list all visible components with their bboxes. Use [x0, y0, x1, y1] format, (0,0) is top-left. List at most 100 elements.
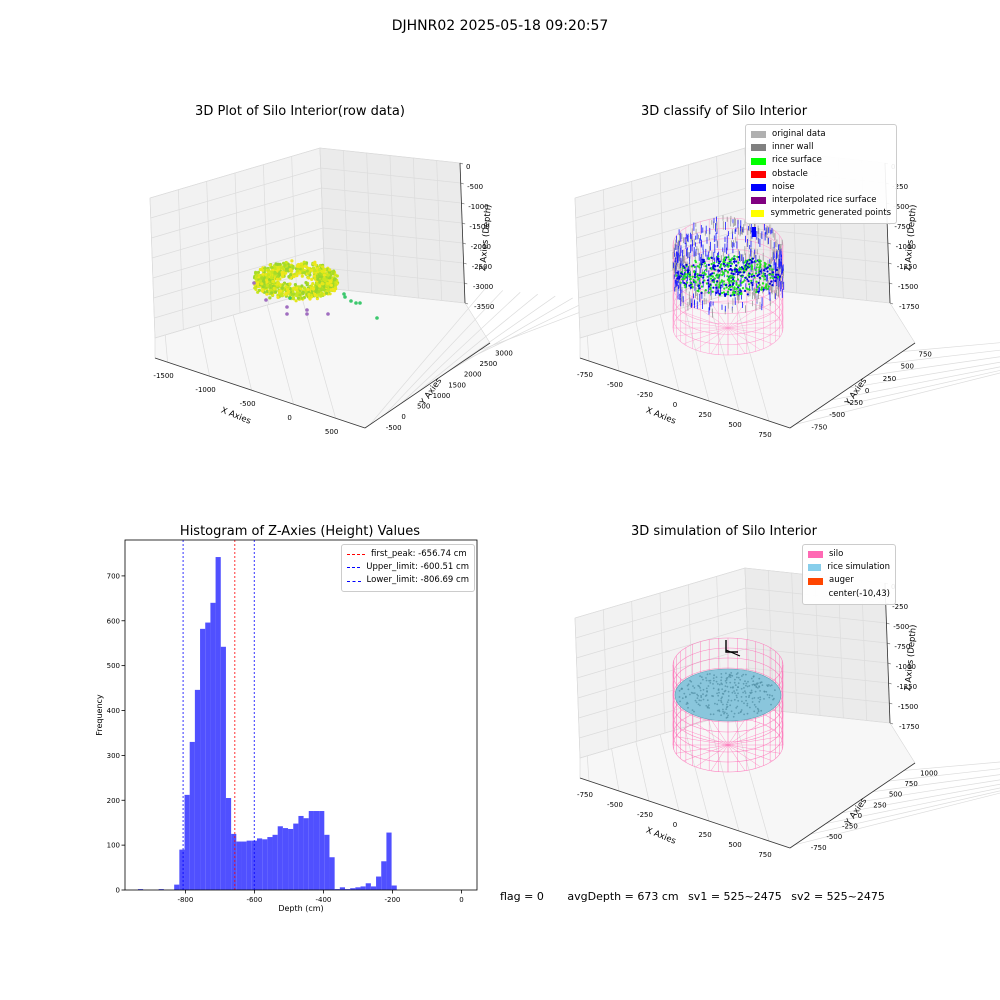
- panel2-surface-point: [703, 262, 707, 265]
- panel4-rice-mesh-point: [735, 707, 738, 709]
- panel4-rice-mesh-point: [718, 683, 721, 686]
- panel2-surface-point: [712, 286, 715, 289]
- panel2-z-tick-label: -1000: [896, 243, 916, 251]
- panel2-wall-point: [773, 252, 775, 260]
- panel2-wall-point: [768, 287, 770, 295]
- panel2-x-tick-label: 0: [673, 401, 677, 409]
- panel2-wall-point: [721, 267, 723, 273]
- panel2-wall-point: [705, 225, 707, 234]
- histogram-legend-entry: Lower_limit: -806.69 cm: [347, 574, 469, 587]
- panel2-surface-point: [765, 283, 768, 286]
- panel2-wall-point: [675, 244, 677, 251]
- panel2-wall-point: [777, 279, 779, 287]
- panel4-rice-mesh-point: [757, 687, 759, 689]
- panel2-surface-point: [709, 283, 712, 286]
- panel4-legend: silo rice simulation auger center(-10,43): [802, 544, 896, 605]
- panel2-wall-point: [752, 291, 753, 300]
- panel2-wall-point: [754, 287, 755, 292]
- histogram-legend-line: [347, 554, 365, 556]
- panel2-wall-point: [739, 251, 740, 257]
- panel4-silo-base-spoke: [675, 736, 781, 754]
- panel2-wall-point: [674, 262, 676, 267]
- histogram-bar: [158, 889, 164, 890]
- panel2-wall-point: [687, 249, 688, 259]
- panel2-wall-point: [771, 285, 772, 293]
- panel2-wall-point: [708, 231, 710, 240]
- panel1-y-tick-label: 1500: [448, 381, 466, 389]
- panel4-rice-mesh-point: [722, 710, 724, 713]
- panel4-grid-line: [577, 627, 888, 679]
- panel2-wall-point: [695, 265, 697, 273]
- panel2-surface-point: [768, 273, 771, 276]
- panel2-wall-point: [742, 253, 744, 263]
- panel1-grid-line: [234, 172, 241, 314]
- panel1-grid-line: [152, 207, 463, 259]
- panel2-surface-point: [717, 260, 721, 263]
- panel2-z-tick-label: -750: [894, 223, 910, 231]
- panel2-wall-point: [748, 226, 749, 231]
- panel2-wall-point: [780, 272, 782, 279]
- panel4-rice-mesh-point: [713, 674, 715, 677]
- panel2-legend-entry: noise: [751, 181, 891, 194]
- panel2-surface-point: [727, 293, 730, 296]
- panel2-wall-point: [708, 270, 710, 279]
- panel2-wall-point: [771, 266, 772, 276]
- histogram-legend-entry: Upper_limit: -600.51 cm: [347, 561, 469, 574]
- panel1-grid-line: [198, 324, 210, 377]
- panel4-grid-line: [810, 790, 1000, 835]
- panel4-rice-mesh-point: [699, 689, 702, 692]
- panel2-wall-point: [732, 286, 733, 292]
- panel4-rice-mesh-point: [698, 685, 701, 688]
- panel2-surface-point: [722, 280, 726, 283]
- panel4-rice-mesh-point: [696, 697, 699, 699]
- panel4-rice-mesh-point: [747, 680, 749, 683]
- panel4-rice-mesh-point: [722, 703, 724, 706]
- panel2-surface-point: [727, 256, 730, 259]
- panel2-y-axis-line: [789, 342, 916, 429]
- panel4-rice-mesh-point: [709, 673, 711, 675]
- panel1-z-tick-label: 0: [466, 163, 470, 171]
- panel2-surface-point: [755, 280, 758, 283]
- panel2-legend-swatch: [751, 157, 766, 165]
- panel2-wall-point: [691, 234, 693, 239]
- panel2-wall-point: [779, 258, 781, 267]
- panel2-wall-point: [779, 261, 781, 269]
- panel1-points: [252, 259, 379, 320]
- panel1-z-tick: [463, 262, 467, 265]
- panel2-wall-point: [779, 244, 781, 251]
- panel2-wall-point: [737, 256, 739, 266]
- panel4-rice-mesh-point: [700, 676, 703, 678]
- panel2-wall-point: [775, 266, 776, 273]
- panel4-rice-mesh-point: [728, 673, 731, 676]
- panel4-rice-mesh-point: [694, 699, 697, 702]
- histogram-bar: [210, 602, 216, 890]
- panel4-rice-mesh-point: [723, 711, 726, 714]
- panel1-point: [295, 291, 299, 295]
- panel2-wall-point: [683, 250, 685, 255]
- panel2-wall-point: [739, 279, 741, 287]
- panel2-surface-point: [696, 275, 699, 278]
- panel1-point: [278, 272, 282, 277]
- panel2-z-tick: [889, 282, 893, 285]
- panel4-rice-mesh-point: [686, 701, 689, 704]
- panel2-surface-point: [768, 267, 771, 270]
- panel2-wall-point: [673, 247, 675, 253]
- panel4-title: 3D simulation of Silo Interior: [631, 524, 817, 539]
- panel2-surface-point: [704, 268, 708, 271]
- panel2-wall-point: [732, 242, 734, 249]
- panel2-surface-point: [750, 279, 753, 282]
- panel2-wall-point: [762, 288, 764, 294]
- panel2-surface-point: [729, 285, 732, 289]
- panel1-point: [289, 269, 293, 273]
- panel2-z-tick-label: -1750: [899, 303, 919, 311]
- histogram-bar: [365, 883, 371, 890]
- panel1-point: [274, 290, 278, 294]
- panel4-rice-mesh-point: [736, 676, 738, 679]
- panel2-wall-point: [711, 251, 713, 260]
- panel4-rice-mesh-point: [705, 679, 708, 682]
- panel1-grid-line: [412, 157, 419, 299]
- panel2-wall-point: [681, 264, 683, 274]
- panel2-wall-point: [713, 235, 715, 242]
- panel4-rice-mesh-point: [761, 684, 764, 686]
- panel1-point: [322, 273, 326, 277]
